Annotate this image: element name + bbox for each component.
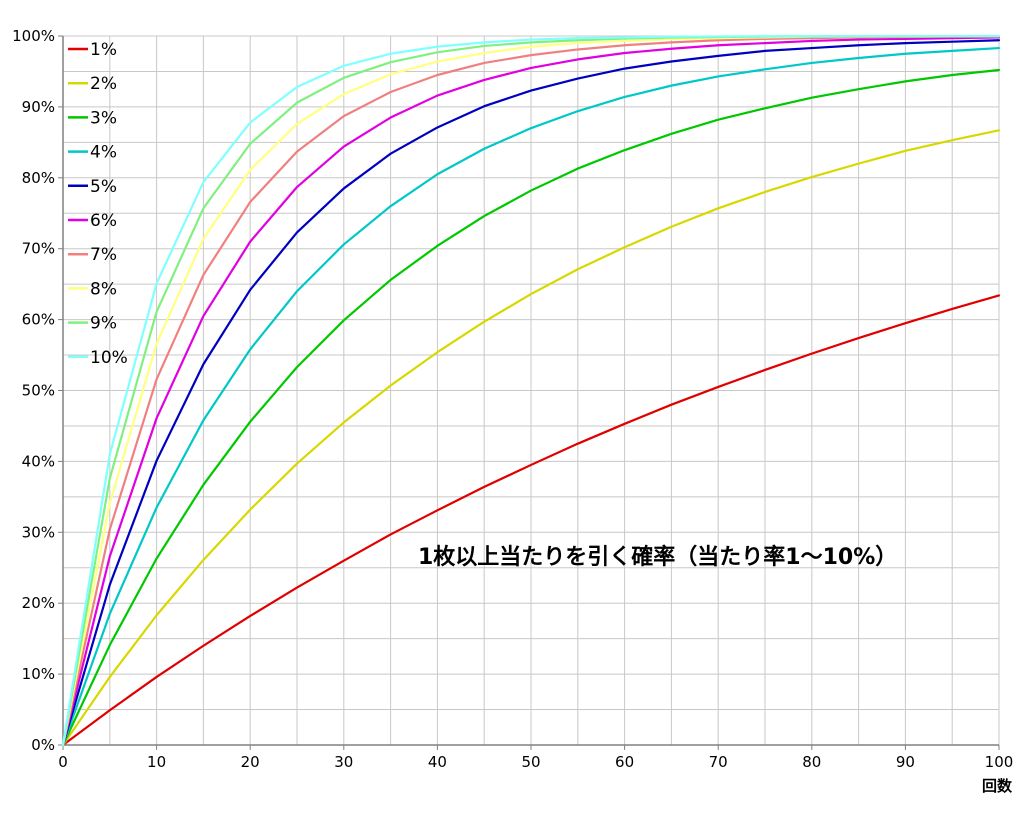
series-line-5	[61, 39, 1001, 747]
x-tick-label: 30	[334, 753, 353, 771]
tick-labels: 0% 10% 20% 30% 40% 50% 60% 70% 80% 90% 100% 0 10 20 30…	[12, 27, 1013, 771]
series-line-6	[61, 36, 1001, 747]
y-tick-label: 100%	[12, 27, 55, 45]
series-line-4	[61, 46, 1001, 747]
legend: 1% 2% 3% 4% 5% 6% 7% 8% 9% 10%	[68, 40, 128, 368]
y-tick-label: 80%	[22, 169, 55, 187]
y-tick-label: 60%	[22, 311, 55, 329]
y-tick-label: 40%	[22, 452, 55, 470]
legend-item: 3%	[68, 108, 117, 128]
legend-item: 5%	[68, 177, 117, 197]
axes	[58, 35, 1000, 750]
chart-title: 1枚以上当たりを引く確率（当たり率1～10%）	[418, 544, 897, 570]
legend-label: 3%	[90, 108, 117, 128]
legend-item: 1%	[68, 40, 117, 60]
y-tick-label: 0%	[31, 736, 55, 754]
x-tick-label: 100	[985, 753, 1014, 771]
series-line-1	[61, 294, 1001, 747]
x-tick-label: 80	[802, 753, 821, 771]
series-lines	[61, 34, 1001, 747]
y-tick-label: 10%	[22, 665, 55, 683]
y-tick-label: 50%	[22, 382, 55, 400]
x-tick-label: 0	[58, 753, 68, 771]
legend-label: 4%	[90, 143, 117, 163]
y-tick-label: 20%	[22, 594, 55, 612]
x-tick-label: 60	[615, 753, 634, 771]
legend-label: 7%	[90, 245, 117, 265]
x-axis-title: 回数	[982, 777, 1013, 795]
y-tick-label: 30%	[22, 523, 55, 541]
series-line-2	[61, 129, 1001, 747]
y-tick-label: 70%	[22, 240, 55, 258]
x-tick-label: 40	[428, 753, 447, 771]
legend-label: 8%	[90, 279, 117, 299]
legend-label: 1%	[90, 40, 117, 60]
legend-item: 10%	[68, 348, 128, 368]
legend-item: 6%	[68, 211, 117, 231]
legend-label: 2%	[90, 74, 117, 94]
series-line-10	[61, 34, 1001, 747]
grid	[62, 35, 1000, 746]
x-tick-label: 20	[241, 753, 260, 771]
x-tick-label: 90	[896, 753, 915, 771]
x-tick-label: 10	[147, 753, 166, 771]
y-tick-label: 90%	[22, 98, 55, 116]
legend-item: 4%	[68, 143, 117, 163]
legend-label: 6%	[90, 211, 117, 231]
legend-item: 7%	[68, 245, 117, 265]
series-line-3	[61, 68, 1001, 747]
legend-label: 5%	[90, 177, 117, 197]
legend-label: 9%	[90, 314, 117, 334]
x-tick-label: 70	[709, 753, 728, 771]
legend-item: 8%	[68, 279, 117, 299]
legend-label: 10%	[90, 348, 128, 368]
legend-item: 2%	[68, 74, 117, 94]
x-tick-label: 50	[521, 753, 540, 771]
legend-item: 9%	[68, 314, 117, 334]
